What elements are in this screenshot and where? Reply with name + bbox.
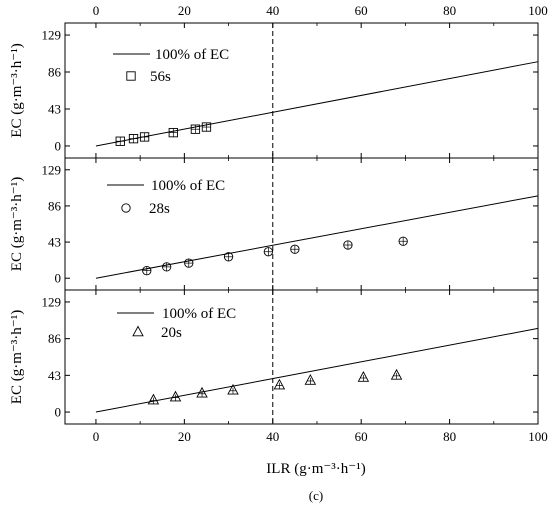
data-point [169, 390, 182, 402]
y-tick-label: 86 [48, 65, 62, 80]
y-tick-label: 129 [42, 294, 62, 309]
ec-100-line [95, 195, 539, 279]
ec-100-line [95, 327, 539, 413]
ec-100-line [95, 61, 539, 147]
figure-caption: (c) [309, 488, 323, 503]
bottom-x-tick-label: 80 [443, 429, 456, 444]
y-tick-label: 129 [42, 28, 62, 43]
legend-series-label: 56s [150, 69, 171, 85]
y-tick-label: 129 [42, 162, 62, 177]
data-point [227, 383, 239, 395]
data-point [343, 240, 353, 250]
bottom-x-tick-label: 0 [93, 429, 100, 444]
data-point [263, 247, 273, 257]
data-point [190, 124, 201, 134]
y-tick-label: 86 [48, 331, 62, 346]
top-x-tick-label: 0 [93, 3, 100, 18]
data-point [128, 134, 139, 144]
panel-frame [64, 22, 539, 159]
data-point [304, 374, 317, 385]
data-point [398, 236, 408, 246]
y-tick-label: 43 [48, 235, 61, 250]
data-point [390, 368, 403, 380]
top-x-tick-label: 80 [443, 3, 456, 18]
panel-3: 0 43 86 129 EC (g·m⁻³·h⁻¹) 100% of EC 20s [9, 289, 539, 425]
panel-1: 0 43 86 129 EC (g·m⁻³·h⁻¹) 100% of EC 56s [9, 22, 539, 159]
legend-marker-swatch [132, 325, 144, 337]
panel-frame [64, 157, 539, 291]
data-point [357, 371, 370, 382]
data-point [115, 136, 125, 146]
y-axis-title: EC (g·m⁻³·h⁻¹) [9, 310, 25, 404]
y-tick-label: 0 [55, 138, 62, 153]
top-x-tick-label: 40 [266, 3, 279, 18]
data-point [273, 378, 286, 390]
panel-frame [64, 289, 539, 425]
legend-series-label: 28s [149, 201, 170, 217]
bottom-x-tick-label: 20 [178, 429, 191, 444]
y-axis-title: EC (g·m⁻³·h⁻¹) [9, 177, 25, 271]
data-point [168, 127, 178, 138]
y-tick-label: 43 [48, 101, 61, 116]
legend-marker-swatch [121, 203, 131, 213]
data-point [196, 386, 208, 398]
x-axis-title: ILR (g·m⁻³·h⁻¹) [266, 461, 365, 477]
legend-line-label: 100% of EC [151, 178, 225, 194]
legend-line-label: 100% of EC [162, 306, 236, 322]
data-point [184, 258, 194, 268]
y-tick-label: 0 [55, 271, 62, 286]
top-x-tick-label: 20 [178, 3, 191, 18]
y-tick-label: 86 [48, 198, 62, 213]
bottom-x-tick-label: 100 [528, 429, 548, 444]
bottom-x-tick-label: 40 [266, 429, 279, 444]
plot-layer: 0 20 40 60 80 100 0 20 40 60 80 100 0 43 86 129 EC (g·m⁻… [9, 3, 548, 444]
bottom-x-tick-label: 60 [355, 429, 368, 444]
data-point [147, 393, 160, 405]
data-point [142, 266, 152, 276]
legend-marker-swatch [126, 71, 136, 81]
top-x-tick-label: 100 [528, 3, 548, 18]
data-point [162, 262, 172, 272]
data-point [290, 244, 300, 254]
legend-series-label: 20s [161, 325, 182, 341]
y-tick-label: 43 [48, 368, 61, 383]
data-point [139, 132, 150, 142]
y-tick-label: 0 [55, 405, 62, 420]
legend-line-label: 100% of EC [155, 47, 229, 63]
y-axis-title: EC (g·m⁻³·h⁻¹) [9, 43, 25, 137]
data-point [223, 252, 234, 262]
panel-2: 0 43 86 129 EC (g·m⁻³·h⁻¹) 100% of EC 28s [9, 157, 539, 291]
data-point [201, 122, 212, 132]
top-x-tick-label: 60 [355, 3, 368, 18]
